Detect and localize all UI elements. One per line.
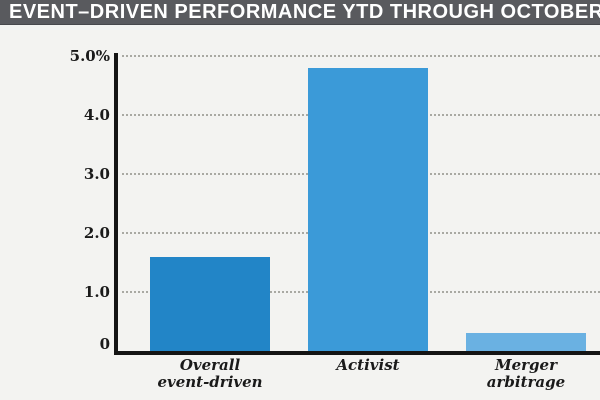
category-label-merger-arbitrage: Merger arbitrage bbox=[486, 356, 566, 391]
y-tick-label: 0 bbox=[99, 335, 110, 353]
bar-merger-arbitrage bbox=[466, 333, 586, 351]
y-tick-label: 3.0 bbox=[83, 165, 110, 183]
bar-overall-event-driven bbox=[150, 257, 270, 351]
y-tick-label: 2.0 bbox=[83, 224, 110, 242]
gridline bbox=[122, 55, 600, 57]
y-tick-label: 1.0 bbox=[83, 283, 110, 301]
x-axis-line bbox=[114, 351, 600, 355]
chart-title-bar: EVENT–DRIVEN PERFORMANCE YTD THROUGH OCT… bbox=[0, 0, 600, 25]
category-label-overall-event-driven: Overall event-driven bbox=[157, 356, 263, 391]
bar-activist bbox=[308, 68, 428, 351]
chart-title: EVENT–DRIVEN PERFORMANCE YTD THROUGH OCT… bbox=[9, 1, 600, 23]
plot-area: 0 1.0 2.0 3.0 4.0 5.0% Overall event-driven Ac… bbox=[0, 24, 600, 400]
y-tick-label: 5.0% bbox=[69, 47, 110, 65]
y-tick-label: 4.0 bbox=[83, 106, 110, 124]
y-axis-line bbox=[114, 53, 118, 355]
category-label-activist: Activist bbox=[336, 356, 400, 374]
